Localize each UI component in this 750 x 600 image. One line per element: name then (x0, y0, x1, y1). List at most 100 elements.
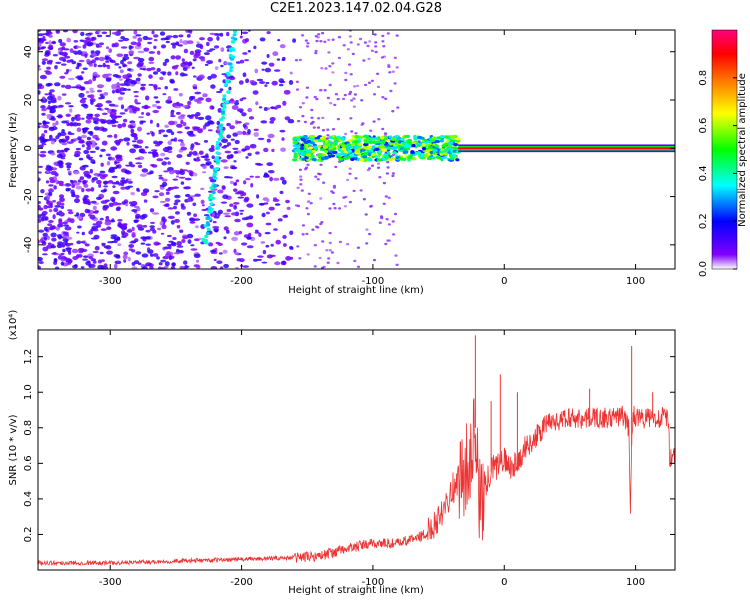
heatmap-cell (108, 103, 116, 107)
heatmap-cell (207, 37, 214, 42)
heatmap-cell (374, 41, 378, 44)
heatmap-cell (94, 172, 98, 177)
heatmap-cell (393, 82, 397, 85)
heatmap-cell (101, 119, 107, 124)
heatmap-cell (380, 56, 384, 59)
heatmap-band-cell (311, 149, 316, 153)
heatmap-band-cell (332, 142, 338, 146)
heatmap-band-cell (450, 135, 455, 139)
heatmap-cell (48, 184, 54, 187)
heatmap-cell (78, 92, 85, 98)
heatmap-cell (123, 259, 127, 263)
heatmap-cell (114, 83, 122, 86)
heatmap-cell (90, 200, 97, 204)
heatmap-band-cell (429, 150, 433, 155)
heatmap-cell (47, 46, 54, 50)
heatmap-trace-cell (203, 238, 208, 243)
heatmap-cell (334, 165, 338, 169)
heatmap-cell (254, 175, 261, 179)
heatmap-cell (262, 249, 267, 255)
heatmap-cell (219, 266, 224, 269)
heatmap-cell (140, 192, 148, 196)
heatmap-cell (162, 93, 167, 96)
heatmap-cell (98, 84, 105, 87)
heatmap-cell (73, 181, 81, 186)
heatmap-cell (234, 252, 240, 255)
heatmap-cell (38, 260, 44, 265)
heatmap-trace-cell (213, 184, 218, 188)
heatmap-trace-cell (226, 73, 231, 77)
heatmap-cell (208, 176, 214, 180)
heatmap-cell (231, 105, 239, 110)
heatmap-cell (220, 201, 228, 204)
heatmap-cell (46, 116, 51, 119)
heatmap-cell (41, 58, 49, 62)
heatmap-cell (87, 131, 93, 135)
heatmap-cell (343, 93, 347, 97)
heatmap-cell (51, 105, 58, 109)
heatmap-cell (86, 58, 91, 63)
heatmap-cell (185, 161, 190, 165)
heatmap-cell (127, 68, 132, 72)
heatmap-cell (190, 248, 198, 251)
heatmap-cell (337, 36, 341, 39)
heatmap-cell (129, 125, 133, 128)
colorbar-tick-label: 0.2 (698, 213, 709, 229)
heatmap-cell (49, 106, 53, 111)
heatmap-cell (214, 66, 219, 70)
heatmap-cell (79, 212, 86, 218)
heatmap-trace-cell (230, 36, 235, 40)
heatmap-cell (306, 200, 311, 203)
heatmap-cell (157, 227, 162, 231)
heatmap-cell (239, 110, 243, 114)
heatmap-cell (316, 126, 321, 129)
heatmap-cell (156, 105, 162, 109)
heatmap-cell (180, 114, 186, 117)
heatmap-cell (40, 189, 45, 194)
heatmap-cell (152, 109, 159, 114)
heatmap-cell (67, 209, 73, 212)
heatmap-cell (50, 243, 55, 248)
heatmap-cell (305, 207, 309, 210)
heatmap-cell (269, 176, 273, 182)
heatmap-cell (280, 176, 285, 181)
heatmap-cell (297, 119, 301, 123)
heatmap-cell (123, 80, 129, 85)
heatmap-cell (58, 138, 64, 143)
heatmap-cell (305, 45, 310, 48)
heatmap-cell (280, 147, 286, 152)
heatmap-cell (139, 173, 147, 177)
heatmap-band-cell (409, 154, 413, 158)
heatmap-cell (127, 75, 133, 78)
heatmap-cell (309, 202, 313, 205)
heatmap-cell (274, 203, 281, 206)
heatmap-cell (82, 67, 88, 70)
heatmap-trace-cell (204, 234, 209, 239)
heatmap-cell (195, 115, 199, 120)
heatmap-cell (44, 70, 51, 73)
heatmap-cell (381, 40, 385, 43)
heatmap-cell (376, 166, 381, 169)
heatmap-cell (53, 251, 57, 255)
heatmap-cell (75, 147, 81, 151)
heatmap-cell (167, 207, 174, 210)
heatmap-cell (200, 58, 206, 62)
heatmap-cell (241, 97, 247, 100)
heatmap-cell (53, 207, 59, 213)
heatmap-cell (374, 50, 378, 54)
heatmap-cell (344, 132, 348, 136)
heatmap-cell (103, 92, 109, 96)
heatmap-cell (243, 180, 247, 185)
heatmap-cell (64, 135, 70, 139)
heatmap-cell (93, 63, 97, 68)
heatmap-cell (354, 132, 358, 135)
heatmap-trace-cell (213, 169, 218, 174)
heatmap-cell (46, 167, 53, 172)
heatmap-band-cell (410, 150, 415, 154)
heatmap-cell (110, 157, 116, 161)
heatmap-cell (135, 213, 141, 218)
heatmap-cell (158, 140, 164, 144)
heatmap-cell (69, 48, 74, 53)
heatmap-cell (105, 100, 112, 104)
heatmap-cell (193, 213, 198, 218)
